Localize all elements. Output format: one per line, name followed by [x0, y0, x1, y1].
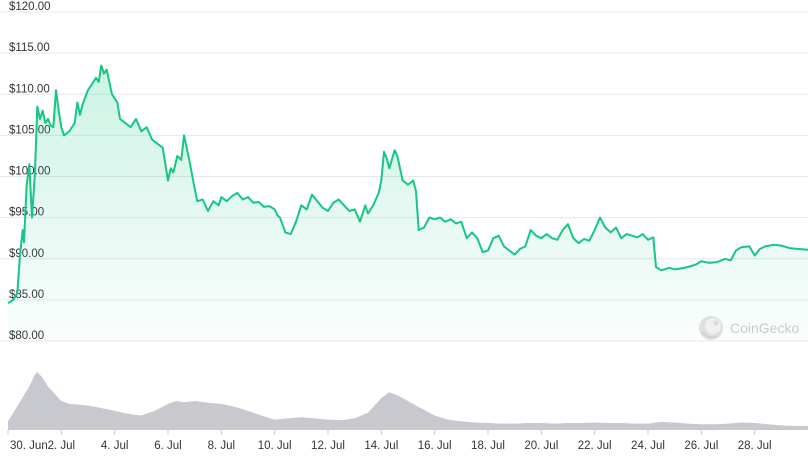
x-tick-label: 18. Jul	[471, 440, 505, 452]
x-tick-label: 2. Jul	[48, 440, 76, 452]
price-line-path	[7, 64, 808, 305]
x-tick-label: 28. Jul	[738, 440, 772, 452]
coingecko-gecko-icon	[699, 316, 723, 340]
x-tick-label: 12. Jul	[311, 440, 345, 452]
x-tick-label: 22. Jul	[578, 440, 612, 452]
watermark-label: CoinGecko	[730, 320, 799, 336]
x-axis-ticks: 30. Jun 2. Jul 4. Jul 6. Jul 8. Jul 10. Jul 12…	[7, 430, 772, 452]
volume-area-fill	[8, 372, 808, 430]
y-tick-label: $115.00	[9, 42, 50, 54]
y-tick-label: $110.00	[9, 83, 50, 95]
x-tick-label: 14. Jul	[364, 440, 398, 452]
coingecko-watermark: CoinGecko	[699, 316, 799, 340]
y-tick-label: $120.00	[9, 1, 51, 13]
price-line	[7, 64, 808, 305]
x-tick-label: 4. Jul	[101, 440, 129, 452]
volume-area	[8, 372, 808, 430]
x-tick-label: 16. Jul	[418, 440, 452, 452]
x-tick-label: 20. Jul	[524, 440, 558, 452]
price-area-fill	[8, 65, 808, 341]
x-tick-label: 24. Jul	[631, 440, 665, 452]
x-tick-label: 10. Jul	[258, 440, 292, 452]
price-area	[8, 65, 808, 341]
x-tick-label: 8. Jul	[208, 440, 236, 452]
x-tick-label: 6. Jul	[154, 440, 182, 452]
x-tick-label: 26. Jul	[684, 440, 718, 452]
x-tick-label: 30. Jun	[10, 440, 48, 452]
